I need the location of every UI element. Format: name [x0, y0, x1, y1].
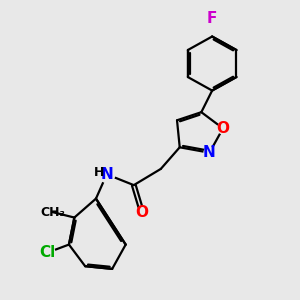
Text: F: F	[207, 11, 217, 26]
Circle shape	[40, 245, 55, 260]
Circle shape	[136, 207, 147, 218]
Text: H: H	[94, 166, 104, 179]
Text: N: N	[100, 167, 113, 182]
Text: O: O	[217, 121, 230, 136]
Text: Cl: Cl	[39, 245, 56, 260]
Text: CH₃: CH₃	[40, 206, 65, 219]
Circle shape	[204, 147, 215, 158]
Circle shape	[218, 123, 228, 134]
Circle shape	[99, 166, 115, 182]
Circle shape	[207, 14, 218, 24]
Text: N: N	[203, 145, 216, 160]
Text: O: O	[135, 205, 148, 220]
